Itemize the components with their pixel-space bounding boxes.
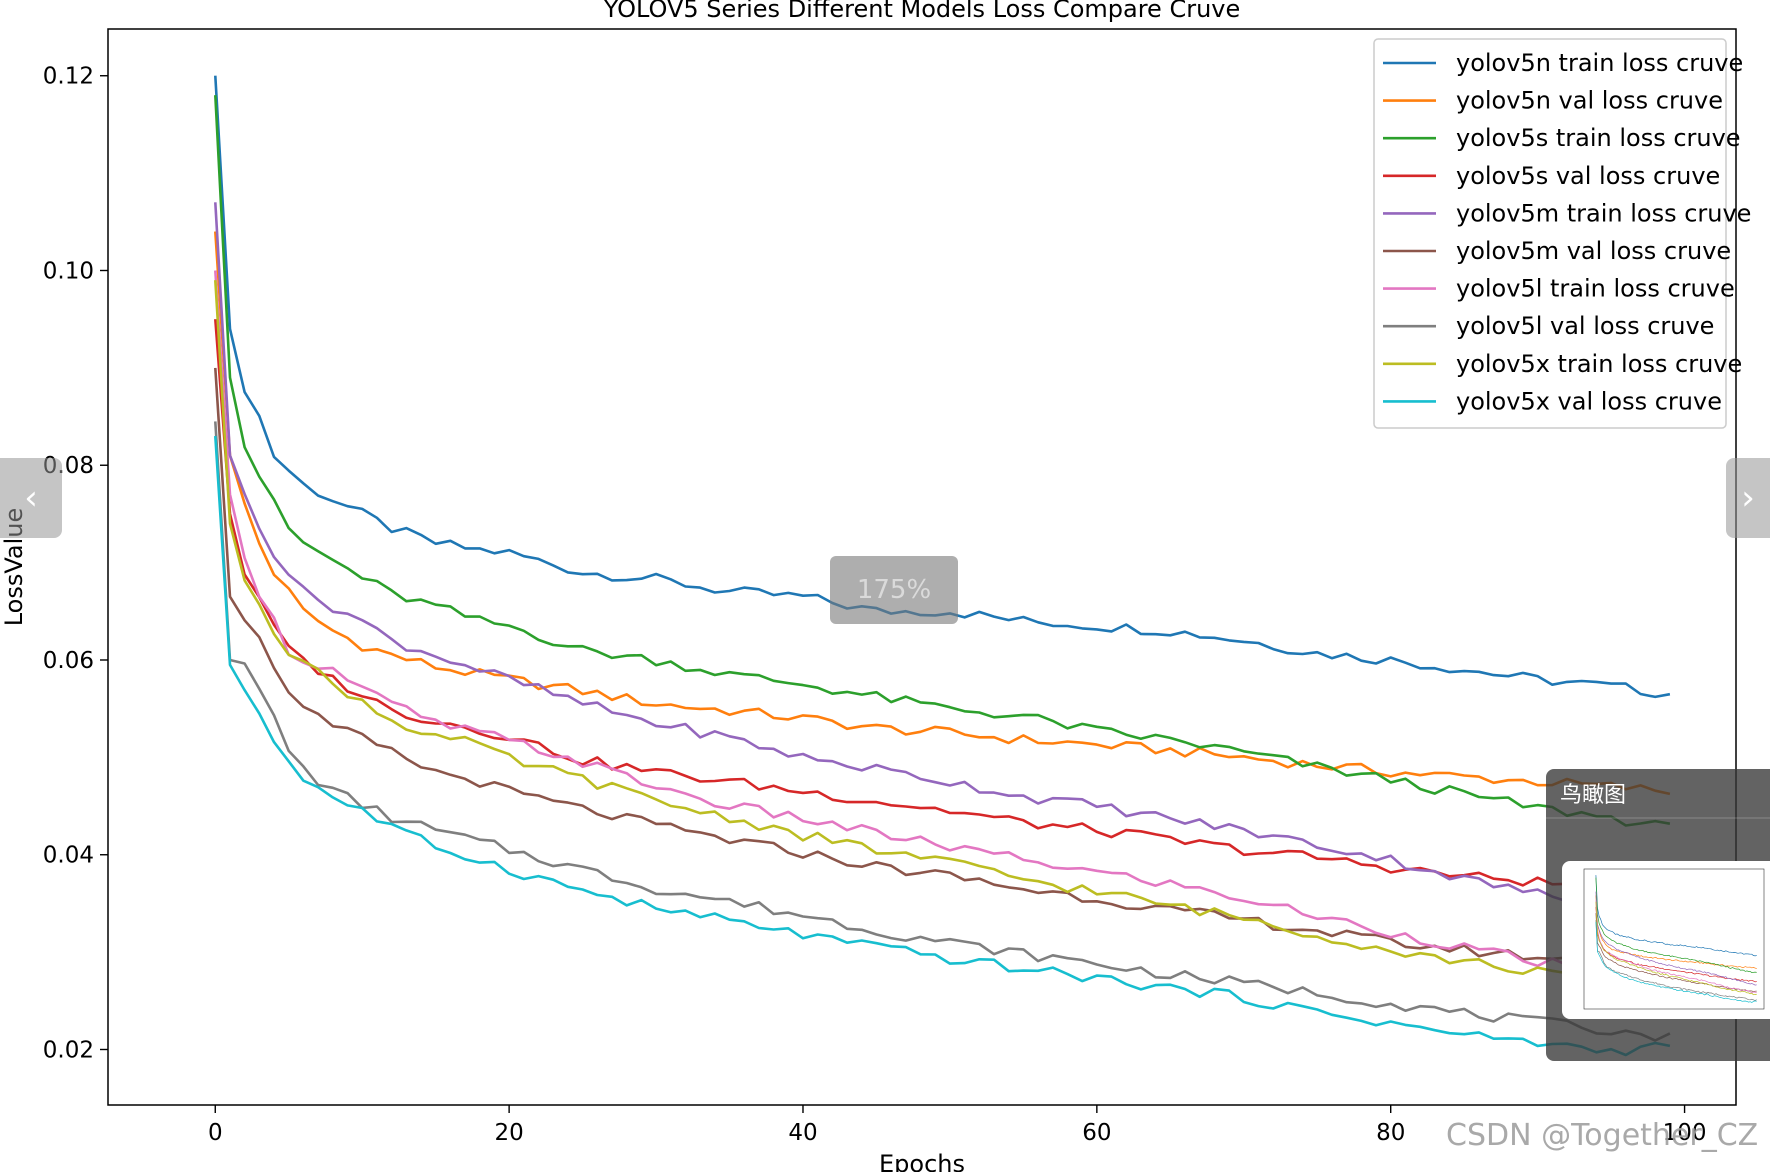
thumbnail-series-line <box>1595 900 1757 994</box>
birdseye-divider <box>1546 817 1770 819</box>
y-tick-label: 0.04 <box>43 843 94 869</box>
series-line <box>214 95 1671 827</box>
thumbnail-plot-frame <box>1583 868 1765 1010</box>
x-tick-label: 0 <box>208 1120 223 1146</box>
legend-entry-label: yolov5m train loss cruve <box>1456 199 1751 227</box>
csdn-watermark: CSDN @Together_CZ <box>1446 1118 1759 1153</box>
legend-entry-label: yolov5x train loss cruve <box>1456 350 1742 378</box>
x-tick-label: 60 <box>1082 1120 1111 1146</box>
legend-entry-label: yolov5s train loss cruve <box>1456 124 1741 152</box>
birdseye-panel[interactable]: 鸟瞰图 <box>1546 769 1770 1061</box>
thumbnail-series-line <box>1595 906 1757 983</box>
series-lines <box>214 75 1671 1057</box>
x-tick-label: 80 <box>1376 1120 1405 1146</box>
chevron-right-icon: › <box>1741 478 1755 518</box>
y-tick-label: 0.06 <box>43 648 94 674</box>
thumbnail-series-line <box>1595 895 1757 969</box>
y-tick-label: 0.02 <box>43 1037 94 1063</box>
thumbnail-chart <box>1583 868 1765 1010</box>
birdseye-thumbnail[interactable] <box>1562 861 1770 1019</box>
series-line <box>214 421 1671 1042</box>
legend-entry-label: yolov5x val loss cruve <box>1456 387 1722 415</box>
next-image-button[interactable]: › <box>1726 458 1770 538</box>
previous-image-button[interactable]: ‹ <box>0 458 62 538</box>
legend-entry-label: yolov5n val loss cruve <box>1456 87 1723 115</box>
thumbnail-series-line <box>1595 875 1757 957</box>
legend-entry-label: yolov5m val loss cruve <box>1456 237 1731 265</box>
x-tick-label: 40 <box>788 1120 817 1146</box>
x-tick-label: 100 <box>1663 1120 1707 1146</box>
zoom-level-text: 175% <box>856 575 932 605</box>
series-line <box>214 280 1671 998</box>
legend-entry-label: yolov5l val loss cruve <box>1456 312 1714 340</box>
birdseye-title: 鸟瞰图 <box>1560 783 1627 808</box>
x-axis-label: Epochs <box>879 1150 965 1172</box>
y-tick-label: 0.10 <box>43 258 94 284</box>
legend-entry-label: yolov5l train loss cruve <box>1456 275 1735 303</box>
thumbnail-series-line <box>1595 891 1757 986</box>
thumbnail-series-line <box>1595 877 1757 973</box>
thumbnail-series-line <box>1595 901 1757 996</box>
legend: yolov5n train loss cruve yolov5n val loss… <box>1373 38 1751 429</box>
series-line <box>214 202 1671 923</box>
y-tick-label: 0.12 <box>43 64 94 90</box>
x-tick-label: 20 <box>494 1120 523 1146</box>
zoom-level-indicator: 175% <box>830 556 958 624</box>
legend-entry-label: yolov5s val loss cruve <box>1456 162 1720 190</box>
legend-entry-label: yolov5n train loss cruve <box>1456 49 1743 77</box>
thumbnail-series-line <box>1595 920 1757 1001</box>
chart-title: YOLOV5 Series Different Models Loss Comp… <box>603 0 1241 23</box>
series-line <box>214 435 1671 1057</box>
legend-frame <box>1373 38 1727 429</box>
series-line <box>214 270 1671 983</box>
series-line <box>214 231 1671 796</box>
chevron-left-icon: ‹ <box>24 478 38 518</box>
series-line <box>214 367 1670 973</box>
thumbnail-series-line <box>1595 921 1757 1003</box>
